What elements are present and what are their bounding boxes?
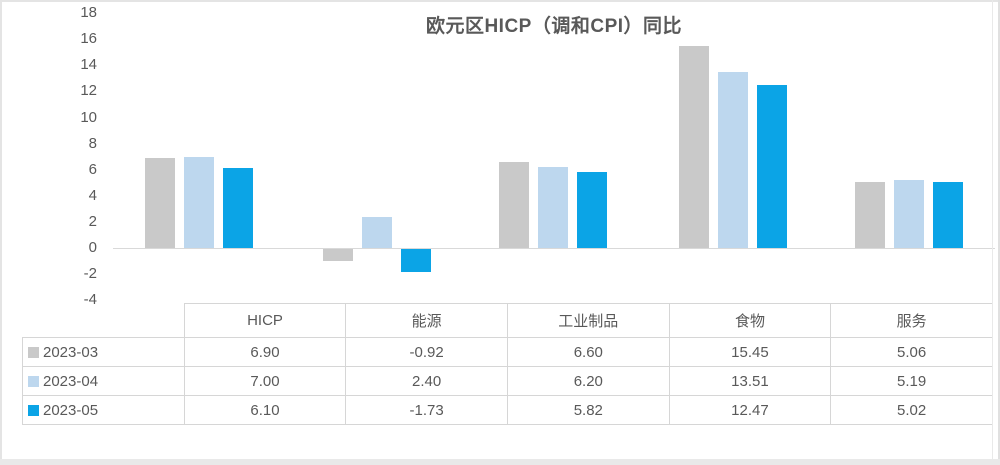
- y-axis-tick-label: 14: [80, 56, 97, 74]
- cell-value: 6.20: [506, 366, 670, 396]
- table-row: 2023-03 6.90 -0.92 6.60 15.45 5.06: [22, 337, 993, 367]
- cell-value: 5.82: [506, 395, 670, 425]
- bar-2023-03-HICP: [145, 157, 175, 248]
- row-label-2023-05: 2023-05: [22, 395, 185, 425]
- legend-swatch-2023-04: [28, 375, 39, 387]
- x-axis-zero-line: [113, 248, 995, 249]
- cell-value: -0.92: [345, 337, 508, 367]
- table-corner-cell: [23, 304, 185, 338]
- y-axis-tick-label: 18: [80, 4, 97, 22]
- y-axis-tick-label: 12: [80, 82, 97, 100]
- cell-value: 13.51: [668, 366, 832, 396]
- bar-2023-03-能源: [323, 249, 353, 261]
- top-edge-line: [0, 0, 1000, 2]
- y-axis-tick-label: 8: [88, 134, 97, 152]
- right-edge-line: [992, 0, 993, 459]
- y-axis-tick-label: 6: [88, 160, 97, 178]
- legend-swatch-2023-05: [28, 404, 39, 416]
- y-axis-tick-label: 16: [80, 30, 97, 48]
- bar-2023-04-HICP: [184, 156, 214, 248]
- col-header-energy: 能源: [345, 303, 508, 338]
- cell-value: -1.73: [345, 395, 508, 425]
- plot-area: 18 16 14 12 10 8 6 4 2 0 -2 -4: [80, 4, 995, 309]
- cell-value: 6.90: [183, 337, 347, 367]
- cell-value: 5.02: [830, 395, 993, 425]
- legend-swatch-2023-03: [28, 346, 39, 358]
- bar-2023-04-食物: [718, 71, 748, 248]
- bar-2023-03-工业制品: [499, 161, 529, 248]
- bar-2023-05-服务: [933, 182, 963, 248]
- right-edge-line-outer: [998, 0, 1000, 459]
- col-header-hicp: HICP: [183, 303, 347, 338]
- bar-2023-04-工业制品: [538, 167, 568, 248]
- row-label-text: 2023-04: [43, 372, 99, 390]
- cell-value: 6.10: [183, 395, 347, 425]
- cell-value: 7.00: [183, 366, 347, 396]
- col-header-services: 服务: [830, 303, 993, 338]
- cell-value: 5.19: [830, 366, 993, 396]
- row-label-2023-04: 2023-04: [22, 366, 185, 396]
- y-axis-tick-label: 0: [88, 239, 97, 256]
- row-label-2023-03: 2023-03: [22, 337, 185, 367]
- col-header-industrial: 工业制品: [506, 303, 670, 338]
- bar-2023-04-服务: [894, 180, 924, 248]
- table-header-row: HICP 能源 工业制品 食物 服务: [23, 303, 993, 338]
- cell-value: 5.06: [830, 337, 993, 367]
- data-table: HICP 能源 工业制品 食物 服务 2023-03 6.90 -0.92 6.…: [22, 303, 993, 425]
- chart-title: 欧元区HICP（调和CPI）同比: [425, 16, 683, 37]
- bottom-strip: [0, 459, 1000, 465]
- cell-value: 2.40: [345, 366, 508, 396]
- cell-value: 15.45: [668, 337, 832, 367]
- bar-2023-04-能源: [362, 216, 392, 248]
- table-row: 2023-05 6.10 -1.73 5.82 12.47 5.02: [22, 395, 993, 425]
- bar-2023-03-服务: [855, 181, 885, 248]
- y-axis-tick-label: -4: [83, 291, 97, 309]
- bar-2023-05-HICP: [223, 168, 253, 248]
- bar-2023-05-能源: [401, 249, 431, 272]
- cell-value: 12.47: [668, 395, 832, 425]
- y-axis-tick-label: 10: [80, 108, 97, 126]
- y-axis-tick-label: -2: [83, 265, 97, 283]
- bar-2023-05-工业制品: [577, 172, 607, 248]
- cell-value: 6.60: [506, 337, 670, 367]
- table-row: 2023-04 7.00 2.40 6.20 13.51 5.19: [22, 366, 993, 396]
- y-axis-tick-label: 4: [88, 186, 97, 204]
- y-axis-tick-label: 2: [88, 212, 97, 230]
- bar-2023-05-食物: [757, 85, 787, 248]
- row-label-text: 2023-03: [43, 343, 99, 361]
- col-header-food: 食物: [668, 303, 832, 338]
- left-edge-line: [0, 0, 2, 459]
- bar-2023-03-食物: [679, 46, 709, 248]
- row-label-text: 2023-05: [43, 401, 99, 419]
